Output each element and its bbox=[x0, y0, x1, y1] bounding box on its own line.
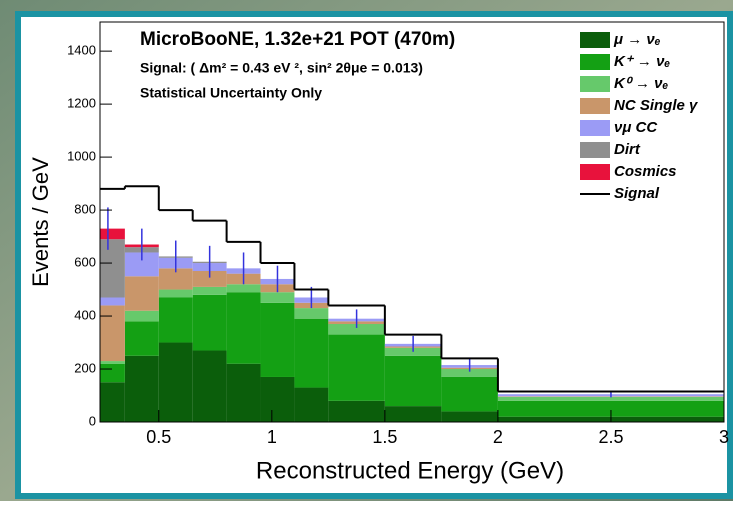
legend-label: Dirt bbox=[614, 141, 641, 158]
y-tick-label: 600 bbox=[74, 254, 96, 269]
y-tick-label: 1200 bbox=[67, 96, 96, 111]
bar-segment bbox=[192, 286, 227, 295]
bar-segment bbox=[100, 239, 125, 298]
bar-segment bbox=[100, 297, 125, 306]
legend-label: Cosmics bbox=[614, 163, 677, 180]
x-tick-label: 1 bbox=[267, 427, 277, 447]
bar-segment bbox=[226, 284, 261, 293]
bar-segment bbox=[158, 289, 193, 298]
legend-swatch bbox=[580, 76, 610, 92]
bar-segment bbox=[100, 228, 125, 240]
y-tick-label: 1000 bbox=[67, 149, 96, 164]
bar-segment bbox=[260, 292, 295, 303]
bar-segment bbox=[441, 369, 498, 377]
bar-segment bbox=[384, 355, 442, 407]
bar-segment bbox=[260, 376, 295, 422]
legend-label: νμ CC bbox=[614, 119, 658, 136]
bar-segment bbox=[100, 305, 125, 362]
bar-segment bbox=[328, 334, 385, 401]
x-tick-label: 2.5 bbox=[598, 427, 623, 447]
legend-swatch bbox=[580, 142, 610, 158]
x-tick-label: 3 bbox=[719, 427, 729, 447]
x-tick-label: 2 bbox=[493, 427, 503, 447]
legend-swatch bbox=[580, 98, 610, 114]
legend-label: K⁺ → νₑ bbox=[614, 53, 670, 70]
bar-segment bbox=[497, 400, 724, 417]
bar-segment bbox=[294, 318, 329, 388]
y-tick-label: 1400 bbox=[67, 43, 96, 58]
bar-segment bbox=[158, 297, 193, 343]
legend-swatch bbox=[580, 120, 610, 136]
bar-segment bbox=[124, 252, 159, 277]
bar-segment bbox=[441, 411, 498, 422]
bar-segment bbox=[328, 400, 385, 422]
legend-swatch bbox=[580, 54, 610, 70]
bar-segment bbox=[100, 382, 125, 422]
bar-segment bbox=[100, 361, 125, 364]
bar-segment bbox=[328, 323, 385, 335]
bar-segment bbox=[192, 271, 227, 287]
bar-segment bbox=[100, 363, 125, 383]
bar-segment bbox=[192, 294, 227, 351]
legend-label: NC Single γ bbox=[614, 97, 699, 114]
bar-segment bbox=[226, 292, 261, 364]
annotation: Statistical Uncertainty Only bbox=[140, 85, 322, 101]
legend-label: Signal bbox=[614, 185, 660, 202]
bar-segment bbox=[124, 355, 159, 422]
y-tick-label: 400 bbox=[74, 307, 96, 322]
y-axis-label: Events / GeV bbox=[28, 157, 53, 287]
x-tick-label: 1.5 bbox=[372, 427, 397, 447]
chart-title: MicroBooNE, 1.32e+21 POT (470m) bbox=[140, 29, 455, 50]
bar-segment bbox=[158, 342, 193, 422]
bar-segment bbox=[124, 321, 159, 356]
legend-swatch bbox=[580, 164, 610, 180]
bar-segment bbox=[294, 308, 329, 319]
bar-segment bbox=[294, 387, 329, 422]
chart-subtitle: Signal: ( Δm² = 0.43 eV ², sin² 2θμe = 0… bbox=[140, 60, 423, 76]
y-tick-label: 800 bbox=[74, 202, 96, 217]
bar-segment bbox=[124, 310, 159, 322]
bar-segment bbox=[441, 376, 498, 412]
bar-segment bbox=[192, 350, 227, 422]
bar-segment bbox=[384, 406, 442, 422]
bar-segment bbox=[497, 396, 724, 401]
bar-segment bbox=[260, 302, 295, 377]
legend-label: μ → νₑ bbox=[613, 31, 661, 48]
legend-label: K⁰ → νₑ bbox=[614, 75, 669, 92]
plot-frame bbox=[99, 21, 725, 423]
bar-segment bbox=[226, 363, 261, 422]
y-tick-label: 0 bbox=[89, 413, 96, 428]
bar-segment bbox=[124, 276, 159, 311]
bar-segment bbox=[158, 268, 193, 290]
legend-swatch bbox=[580, 32, 610, 48]
x-tick-label: 0.5 bbox=[146, 427, 171, 447]
y-tick-label: 200 bbox=[74, 360, 96, 375]
x-axis-label: Reconstructed Energy (GeV) bbox=[256, 457, 564, 484]
